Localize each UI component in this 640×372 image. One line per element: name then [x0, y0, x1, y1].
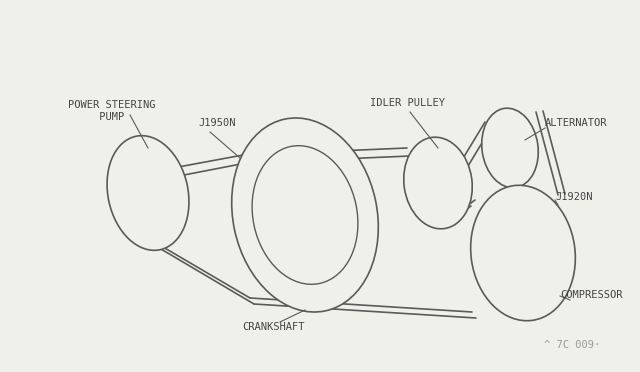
- Text: J1950N: J1950N: [198, 118, 236, 128]
- Text: ^ 7C 009·: ^ 7C 009·: [544, 340, 600, 350]
- Text: POWER STEERING
     PUMP: POWER STEERING PUMP: [68, 100, 156, 122]
- Ellipse shape: [107, 136, 189, 250]
- Text: IDLER PULLEY: IDLER PULLEY: [370, 98, 445, 108]
- Ellipse shape: [470, 185, 575, 321]
- Text: ALTERNATOR: ALTERNATOR: [545, 118, 607, 128]
- Ellipse shape: [232, 118, 378, 312]
- Ellipse shape: [404, 137, 472, 229]
- Ellipse shape: [252, 146, 358, 284]
- Ellipse shape: [482, 108, 538, 188]
- Text: J1920N: J1920N: [555, 192, 593, 202]
- Text: CRANKSHAFT: CRANKSHAFT: [242, 322, 305, 332]
- Text: COMPRESSOR: COMPRESSOR: [560, 290, 623, 300]
